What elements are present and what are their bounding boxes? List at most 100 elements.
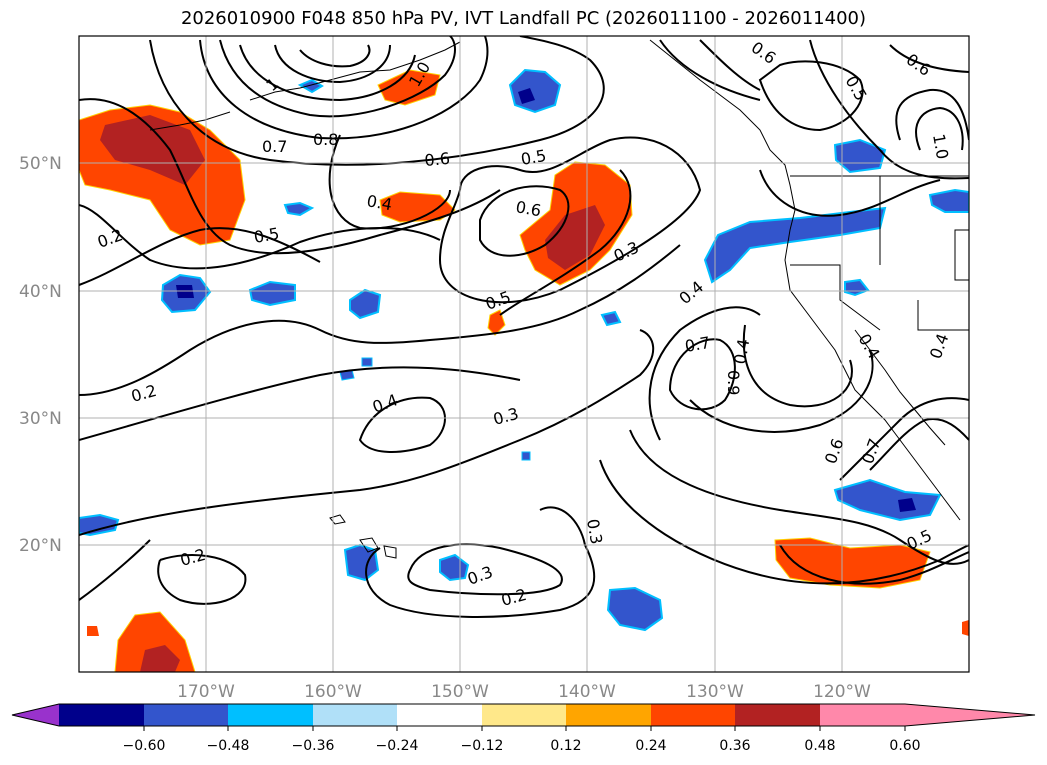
colorbar-segment bbox=[820, 704, 905, 726]
colorbar-tick-label: 0.12 bbox=[550, 738, 581, 754]
colorbar-segment bbox=[59, 704, 144, 726]
pv-negative-patch bbox=[283, 201, 315, 217]
colorbar-tick-label: 0.24 bbox=[635, 738, 666, 754]
pv-contour bbox=[759, 169, 941, 217]
pv-contour bbox=[79, 366, 521, 441]
pv-contour bbox=[479, 185, 570, 257]
pv-contour bbox=[79, 244, 681, 396]
pv-fill-layer bbox=[79, 68, 969, 672]
colorbar-extend-min bbox=[12, 704, 59, 726]
map-title: 2026010900 F048 850 hPa PV, IVT Landfall… bbox=[180, 8, 867, 29]
pv-contour bbox=[79, 539, 151, 601]
pv-contour bbox=[149, 36, 605, 166]
pv-contour bbox=[79, 98, 501, 255]
lat-label: 50°N bbox=[19, 154, 62, 174]
pv-contour bbox=[157, 554, 247, 605]
contour-label: 0.4 bbox=[730, 337, 753, 365]
pv-contour-layer bbox=[79, 36, 969, 618]
pv-negative-patch bbox=[79, 513, 120, 537]
colorbar-tick-label: −0.36 bbox=[292, 738, 335, 754]
pv-contour bbox=[79, 329, 655, 536]
pv-contour bbox=[358, 396, 446, 453]
colorbar-outline bbox=[11, 703, 1036, 727]
lat-label: 40°N bbox=[19, 282, 62, 302]
lon-label: 150°W bbox=[431, 682, 489, 702]
contour-label: 0.6 bbox=[424, 149, 451, 170]
lon-label: 120°W bbox=[813, 682, 871, 702]
pv-contour bbox=[895, 88, 969, 141]
contour-label: 0.5 bbox=[252, 224, 280, 247]
colorbar-tick-label: 0.60 bbox=[889, 738, 920, 754]
pv-contour bbox=[629, 429, 969, 565]
pv-positive-patch bbox=[962, 620, 969, 636]
lon-label: 170°W bbox=[177, 682, 235, 702]
pv-positive-patch bbox=[487, 309, 506, 336]
pv-negative-patch bbox=[248, 280, 296, 307]
pv-negative-patch bbox=[928, 188, 969, 213]
colorbar-segment bbox=[651, 704, 735, 726]
pv-negative-patch bbox=[349, 288, 382, 320]
pv-contour bbox=[758, 60, 864, 132]
pv-negative-patch bbox=[361, 357, 373, 367]
pv-contour bbox=[915, 106, 964, 151]
pv-contour bbox=[699, 39, 761, 91]
lon-label: 130°W bbox=[686, 682, 744, 702]
lat-label: 30°N bbox=[19, 409, 62, 429]
pv-contour bbox=[742, 324, 853, 408]
contour-label: 0.8 bbox=[313, 130, 338, 149]
pv-strong-patch bbox=[140, 645, 180, 672]
pv-contour bbox=[365, 506, 596, 618]
contour-label: 0.7 bbox=[262, 137, 287, 156]
pv-contour bbox=[499, 169, 632, 316]
pv-negative-patch bbox=[833, 138, 887, 174]
pv-contour bbox=[889, 44, 969, 73]
colorbar-segment bbox=[566, 704, 651, 726]
colorbar-segment bbox=[228, 704, 313, 726]
colorbar-extend-max bbox=[905, 704, 1035, 726]
map-layers bbox=[79, 36, 969, 672]
colorbar-segment bbox=[397, 704, 482, 726]
pv-contour bbox=[599, 459, 969, 585]
pv-strong-negative-patch bbox=[518, 88, 535, 104]
pv-contour bbox=[274, 44, 391, 84]
pv-contour bbox=[779, 544, 969, 585]
lon-label: 140°W bbox=[558, 682, 616, 702]
colorbar-segment bbox=[482, 704, 566, 726]
pv-negative-patch bbox=[297, 78, 324, 94]
pv-contour bbox=[79, 227, 321, 286]
pv-contour bbox=[839, 397, 969, 481]
pv-contour bbox=[299, 44, 371, 68]
pv-negative-patch bbox=[439, 553, 470, 582]
contour-label: 1.0 bbox=[929, 132, 952, 160]
pv-negative-patch bbox=[606, 586, 664, 632]
pv-strong-negative-patch bbox=[898, 498, 916, 512]
pv-positive-patch bbox=[377, 69, 441, 106]
contour-label: 0.6 bbox=[514, 197, 542, 220]
pv-contour bbox=[438, 136, 702, 304]
pv-strong-patch bbox=[545, 205, 605, 270]
colorbar-segment bbox=[313, 704, 397, 726]
colorbar-tick-label: 0.48 bbox=[804, 738, 835, 754]
latitude-labels: 50°N 40°N 30°N 20°N bbox=[19, 154, 62, 556]
longitude-labels: 170°W 160°W 150°W 140°W 130°W 120°W bbox=[177, 682, 871, 702]
pv-contour bbox=[328, 134, 451, 230]
pv-contour bbox=[239, 44, 416, 102]
colorbar-tick-label: 0.36 bbox=[719, 738, 750, 754]
colorbar-segment bbox=[735, 704, 820, 726]
pv-contour bbox=[869, 418, 969, 471]
contour-label: 0.7 bbox=[683, 333, 711, 356]
pv-contour bbox=[809, 39, 969, 180]
pv-contour bbox=[659, 39, 761, 101]
pv-contour bbox=[689, 349, 874, 433]
pv-contour bbox=[648, 306, 761, 441]
colorbar-tick-label: −0.48 bbox=[207, 738, 250, 754]
lat-label: 20°N bbox=[19, 536, 62, 556]
pv-negative-patch bbox=[521, 451, 531, 461]
contour-label: 0.9 bbox=[724, 370, 743, 395]
contour-label: 0.5 bbox=[519, 146, 547, 169]
pv-contour bbox=[219, 36, 456, 118]
contour-label: 0.4 bbox=[365, 191, 393, 214]
pv-positive-patch bbox=[87, 626, 99, 636]
lon-label: 160°W bbox=[304, 682, 362, 702]
